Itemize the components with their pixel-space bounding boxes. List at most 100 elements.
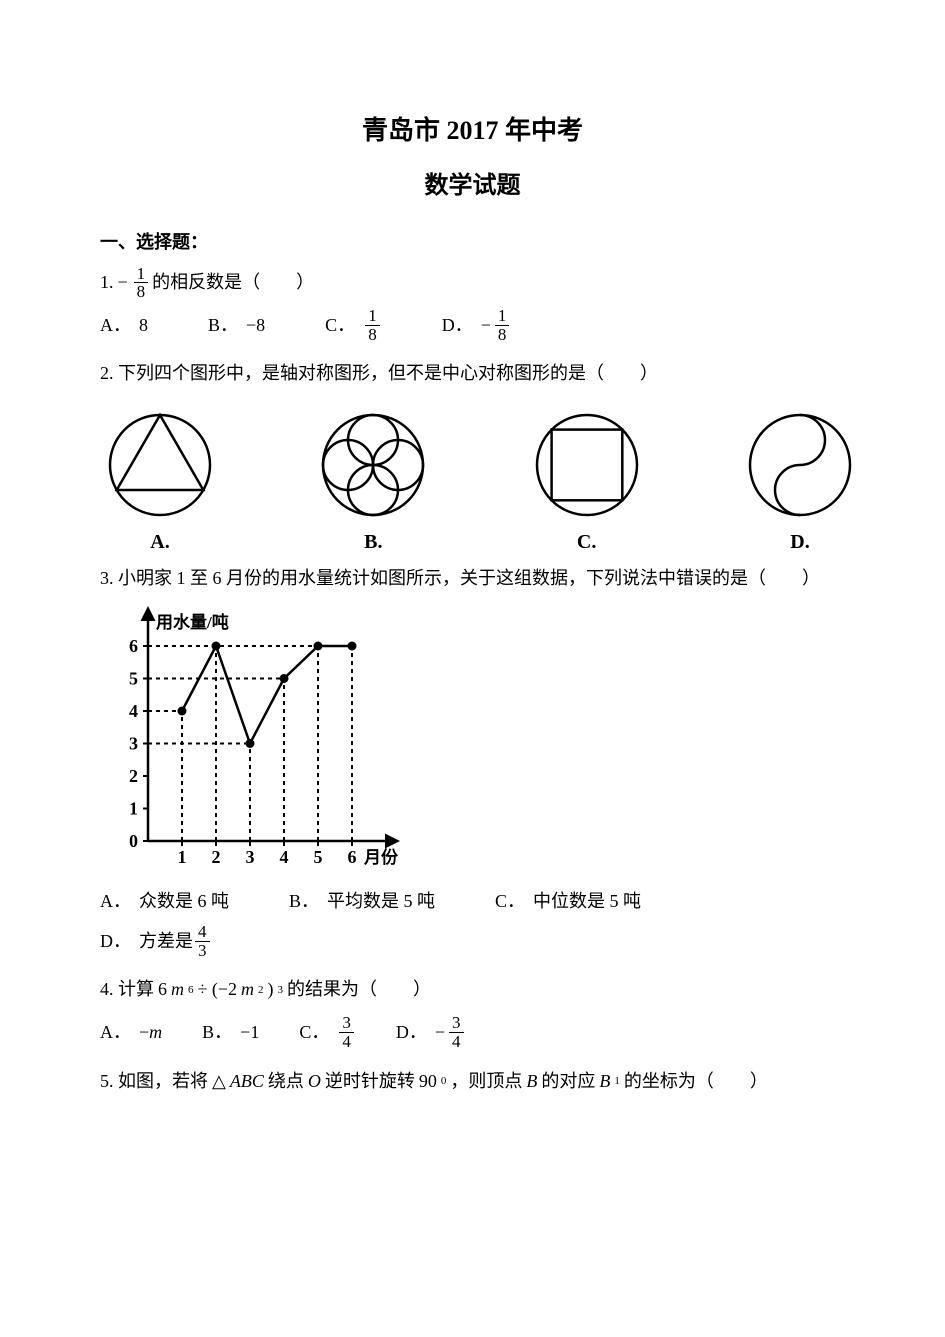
q4-b-label: B． (202, 1013, 232, 1053)
q5-b1-sub: 1 (614, 1070, 620, 1093)
q2-label-b: B. (313, 531, 433, 554)
q1-opt-a: A． 8 (100, 306, 148, 346)
q1-fraction: 1 8 (134, 265, 149, 302)
q4-a-m: m (149, 1013, 162, 1053)
q1-frac-den: 8 (134, 283, 149, 301)
q4-c-frac: 3 4 (339, 1014, 354, 1051)
q4-d-label: D． (396, 1013, 427, 1053)
q4-d-frac: 3 4 (449, 1014, 464, 1051)
q1-b-value: −8 (246, 306, 265, 346)
q4-tail: 的结果为（ ） (287, 971, 431, 1009)
svg-text:5: 5 (129, 668, 138, 688)
svg-text:4: 4 (129, 701, 138, 721)
q5-p2: 绕点 (268, 1063, 304, 1101)
q5-p6: 的坐标为（ ） (624, 1063, 768, 1101)
q4-a-neg: − (139, 1013, 149, 1053)
q2-label-a: A. (100, 531, 220, 554)
q4-opt-d: D． − 3 4 (396, 1013, 466, 1053)
q4-exp3: 3 (278, 979, 284, 1002)
q4-m1: m (171, 971, 184, 1009)
svg-text:6: 6 (348, 847, 357, 867)
q3-c-value: 中位数是 5 吨 (533, 882, 641, 922)
square-in-circle-icon (527, 405, 647, 525)
q4-opt-c: C． 3 4 (299, 1013, 356, 1053)
q3-b-label: B． (289, 882, 319, 922)
q3-d-frac: 4 3 (195, 923, 210, 960)
q5-abc: ABC (230, 1063, 264, 1101)
q3-b-value: 平均数是 5 吨 (327, 882, 435, 922)
svg-text:3: 3 (246, 847, 255, 867)
svg-text:1: 1 (129, 798, 138, 818)
svg-text:2: 2 (212, 847, 221, 867)
q5-p4: ，则顶点 (450, 1063, 522, 1101)
q4-c-num: 3 (339, 1014, 354, 1033)
q4-a-label: A． (100, 1013, 131, 1053)
svg-text:0: 0 (129, 831, 138, 851)
q3-options: A． 众数是 6 吨 B． 平均数是 5 吨 C． 中位数是 5 吨 D． 方差… (100, 882, 845, 961)
q5-p1: 5. 如图，若将 (100, 1063, 208, 1101)
q2-label-c: C. (527, 531, 647, 554)
q2-label-d: D. (740, 531, 860, 554)
q4-exp1: 6 (188, 979, 194, 1002)
q5-tri: △ (212, 1063, 226, 1101)
q1-d-num: 1 (495, 307, 510, 326)
q4-options: A． − m B． −1 C． 3 4 D． − 3 4 (100, 1013, 845, 1053)
q3-stem: 3. 小明家 1 至 6 月份的用水量统计如图所示，关于这组数据，下列说法中错误… (100, 560, 845, 598)
q1-number: 1. (100, 264, 114, 302)
q1-opt-b: B． −8 (208, 306, 265, 346)
q5-stem: 5. 如图，若将 △ABC 绕点 O 逆时针旋转 900 ，则顶点 B 的对应 … (100, 1063, 845, 1101)
q5-ang: 90 (419, 1063, 437, 1101)
q1-stem: 1. − 1 8 的相反数是（ ） (100, 264, 845, 302)
svg-text:用水量/吨: 用水量/吨 (156, 612, 229, 632)
q2-stem: 2. 下列四个图形中，是轴对称图形，但不是中心对称图形的是（ ） (100, 355, 845, 393)
svg-text:6: 6 (129, 636, 138, 656)
q3-a-value: 众数是 6 吨 (139, 882, 229, 922)
q3-opt-a: A． 众数是 6 吨 (100, 882, 229, 922)
q4-opt-b: B． −1 (202, 1013, 259, 1053)
exam-title: 青岛市 2017 年中考 (100, 110, 845, 147)
q5-o: O (308, 1063, 321, 1101)
q4-d-neg: − (435, 1013, 445, 1053)
q4-m2: m (241, 971, 254, 1009)
q4-div: ÷ (−2 (198, 971, 238, 1009)
q3-d-pre: 方差是 (139, 922, 193, 962)
q5-p5: 的对应 (541, 1063, 595, 1101)
section-1-heading: 一、选择题： (100, 228, 845, 254)
q4-close: ) (268, 971, 274, 1009)
svg-text:1: 1 (178, 847, 187, 867)
q1-a-label: A． (100, 306, 131, 346)
q3-opt-b: B． 平均数是 5 吨 (289, 882, 435, 922)
q4-b-value: −1 (240, 1013, 259, 1053)
q1-d-frac: 1 8 (495, 307, 510, 344)
q3-opt-c: C． 中位数是 5 吨 (495, 882, 641, 922)
line-chart-icon: 0123456123456用水量/吨月份 (100, 606, 400, 876)
svg-text:3: 3 (129, 733, 138, 753)
q4-c-den: 4 (339, 1033, 354, 1051)
q1-d-label: D． (442, 306, 473, 346)
q5-deg: 0 (441, 1070, 447, 1093)
q3-text: 3. 小明家 1 至 6 月份的用水量统计如图所示，关于这组数据，下列说法中错误… (100, 560, 820, 598)
q1-a-value: 8 (139, 306, 148, 346)
exam-subtitle: 数学试题 (100, 165, 845, 200)
q4-pre: 4. 计算 (100, 971, 154, 1009)
q4-d-num: 3 (449, 1014, 464, 1033)
q1-minus: − (118, 264, 128, 302)
q1-options: A． 8 B． −8 C． 1 8 D． − 1 8 (100, 306, 845, 346)
svg-text:4: 4 (280, 847, 289, 867)
q3-d-label: D． (100, 922, 131, 962)
q1-tail: 的相反数是（ ） (152, 264, 314, 302)
q2-fig-c: C. (527, 405, 647, 554)
q4-coef: 6 (158, 971, 167, 1009)
q1-c-label: C． (325, 306, 355, 346)
q1-d-den: 8 (495, 326, 510, 344)
triangle-in-circle-icon (100, 405, 220, 525)
q2-figures: A. B. C. D. (100, 405, 860, 554)
q5-b1: B (599, 1063, 610, 1101)
svg-text:2: 2 (129, 766, 138, 786)
q3-chart: 0123456123456用水量/吨月份 (100, 606, 845, 876)
q1-d-minus: − (481, 306, 491, 346)
svg-text:月份: 月份 (363, 847, 399, 867)
q4-d-den: 4 (449, 1033, 464, 1051)
q3-a-label: A． (100, 882, 131, 922)
q2-fig-a: A. (100, 405, 220, 554)
